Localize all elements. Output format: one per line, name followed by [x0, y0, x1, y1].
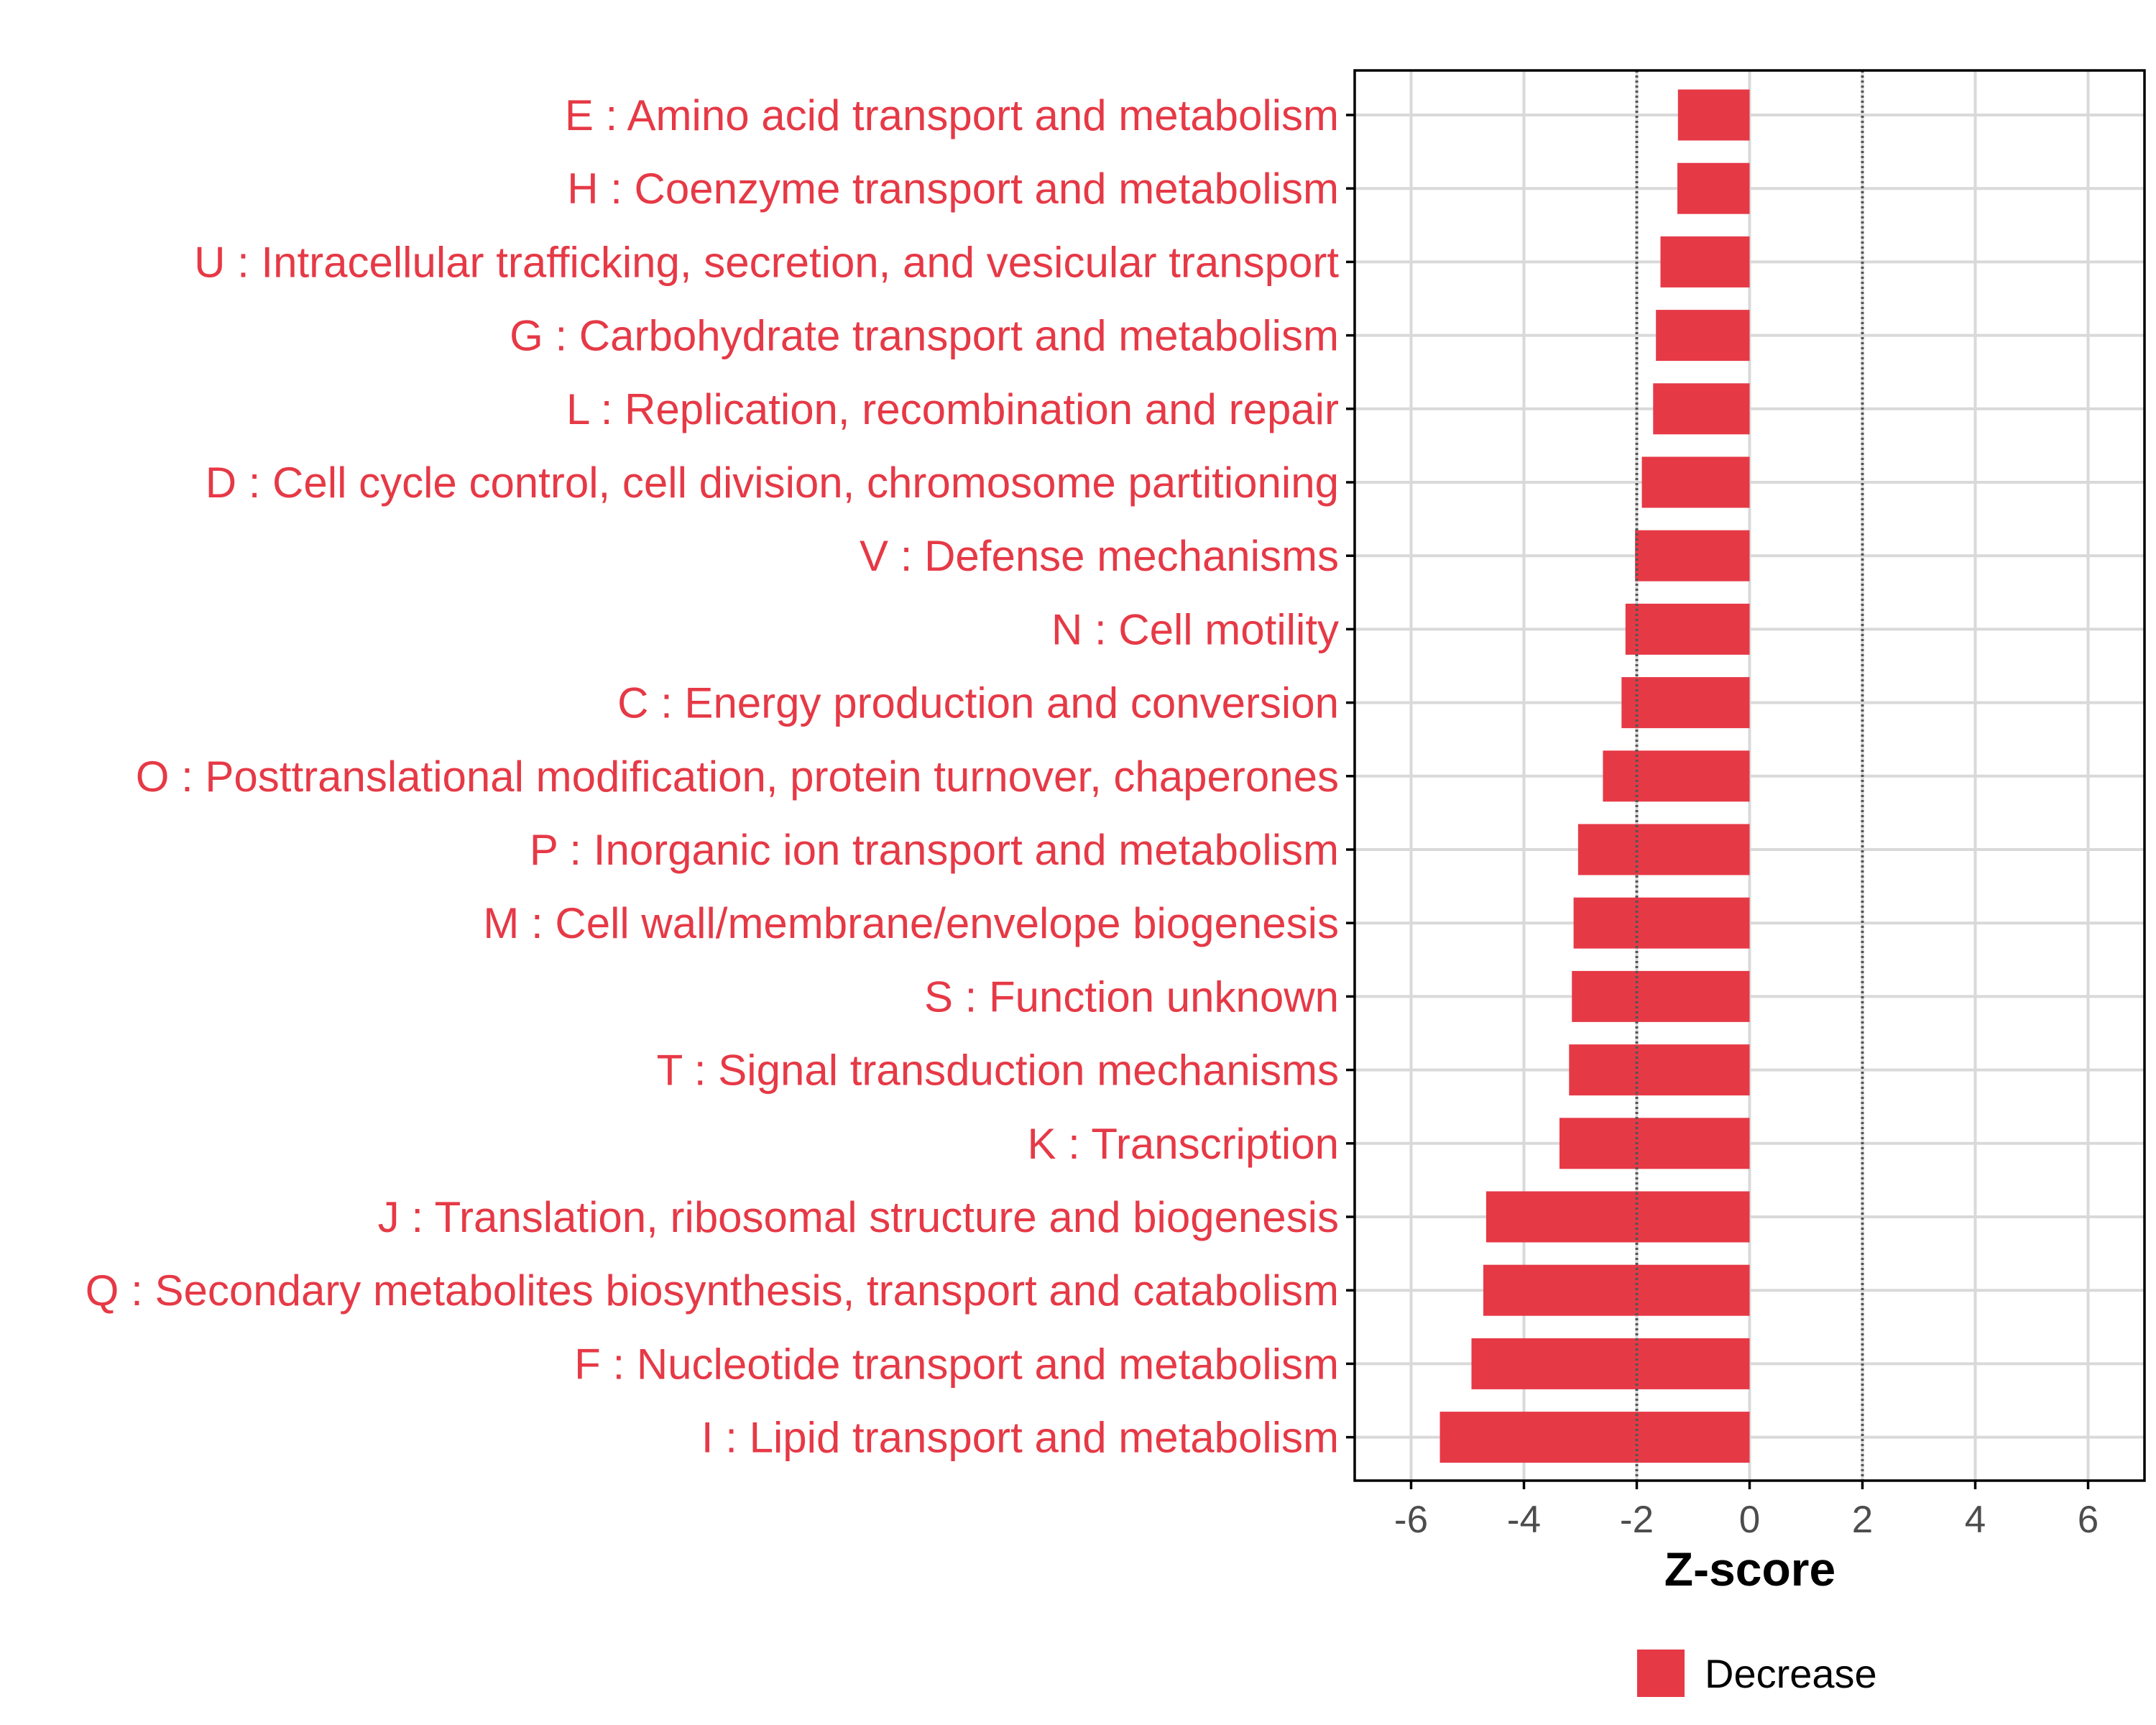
bar [1577, 824, 1750, 875]
category-label: T : Signal transduction mechanisms [657, 1046, 1339, 1095]
category-label: I : Lipid transport and metabolism [701, 1414, 1339, 1462]
bar [1573, 897, 1750, 949]
x-tick-label: 4 [1965, 1499, 1986, 1541]
category-label: Q : Secondary metabolites biosynthesis, … [86, 1266, 1339, 1315]
x-axis-ticks: -6 -4 -2 0 2 4 6 [1394, 1481, 2099, 1541]
bar [1653, 383, 1750, 435]
y-axis-ticks [1346, 114, 1355, 1439]
bar [1439, 1412, 1750, 1463]
x-tick-label: 2 [1852, 1499, 1873, 1541]
category-label: K : Transcription [1027, 1120, 1339, 1168]
bar [1559, 1118, 1750, 1169]
bar [1635, 530, 1750, 581]
category-label: M : Cell wall/membrane/envelope biogenes… [483, 899, 1339, 947]
x-tick-label: -6 [1394, 1499, 1428, 1541]
category-label: E : Amino acid transport and metabolism [565, 91, 1339, 139]
category-label: N : Cell motility [1051, 605, 1339, 653]
bar [1656, 310, 1750, 362]
category-label: V : Defense mechanisms [860, 532, 1339, 580]
x-axis-title: Z-score [1664, 1542, 1835, 1596]
category-label: D : Cell cycle control, cell division, c… [206, 459, 1339, 507]
category-label: U : Intracellular trafficking, secretion… [194, 238, 1339, 286]
bar [1621, 677, 1750, 729]
bar [1485, 1191, 1750, 1243]
category-label: G : Carbohydrate transport and metabolis… [510, 312, 1339, 360]
legend-label-decrease: Decrease [1705, 1651, 1877, 1696]
legend: Decrease [1637, 1650, 1877, 1697]
bar [1677, 89, 1750, 141]
bar [1603, 750, 1750, 802]
reference-lines [1635, 70, 1864, 1481]
bar [1641, 456, 1750, 508]
bars-layer [1439, 89, 1750, 1463]
category-label: P : Inorganic ion transport and metaboli… [530, 826, 1339, 874]
legend-key-decrease [1637, 1650, 1685, 1697]
bar [1569, 1044, 1750, 1096]
category-label: L : Replication, recombination and repai… [566, 385, 1339, 433]
category-label: O : Posttranslational modification, prot… [136, 753, 1339, 801]
bar [1471, 1338, 1750, 1389]
category-label: H : Coenzyme transport and metabolism [567, 165, 1339, 213]
y-axis-labels: E : Amino acid transport and metabolism H… [86, 91, 1340, 1462]
category-label: F : Nucleotide transport and metabolism [574, 1340, 1339, 1388]
bar [1483, 1264, 1750, 1316]
x-tick-label: 6 [2078, 1499, 2099, 1541]
x-tick-label: 0 [1739, 1499, 1760, 1541]
category-label: S : Function unknown [924, 972, 1339, 1021]
category-label: C : Energy production and conversion [617, 679, 1339, 727]
bar [1625, 603, 1750, 655]
bar [1677, 162, 1750, 214]
x-tick-label: -2 [1620, 1499, 1654, 1541]
bar [1660, 236, 1750, 288]
bar [1572, 970, 1750, 1022]
x-tick-label: -4 [1507, 1499, 1541, 1541]
category-label: J : Translation, ribosomal structure and… [378, 1193, 1339, 1241]
